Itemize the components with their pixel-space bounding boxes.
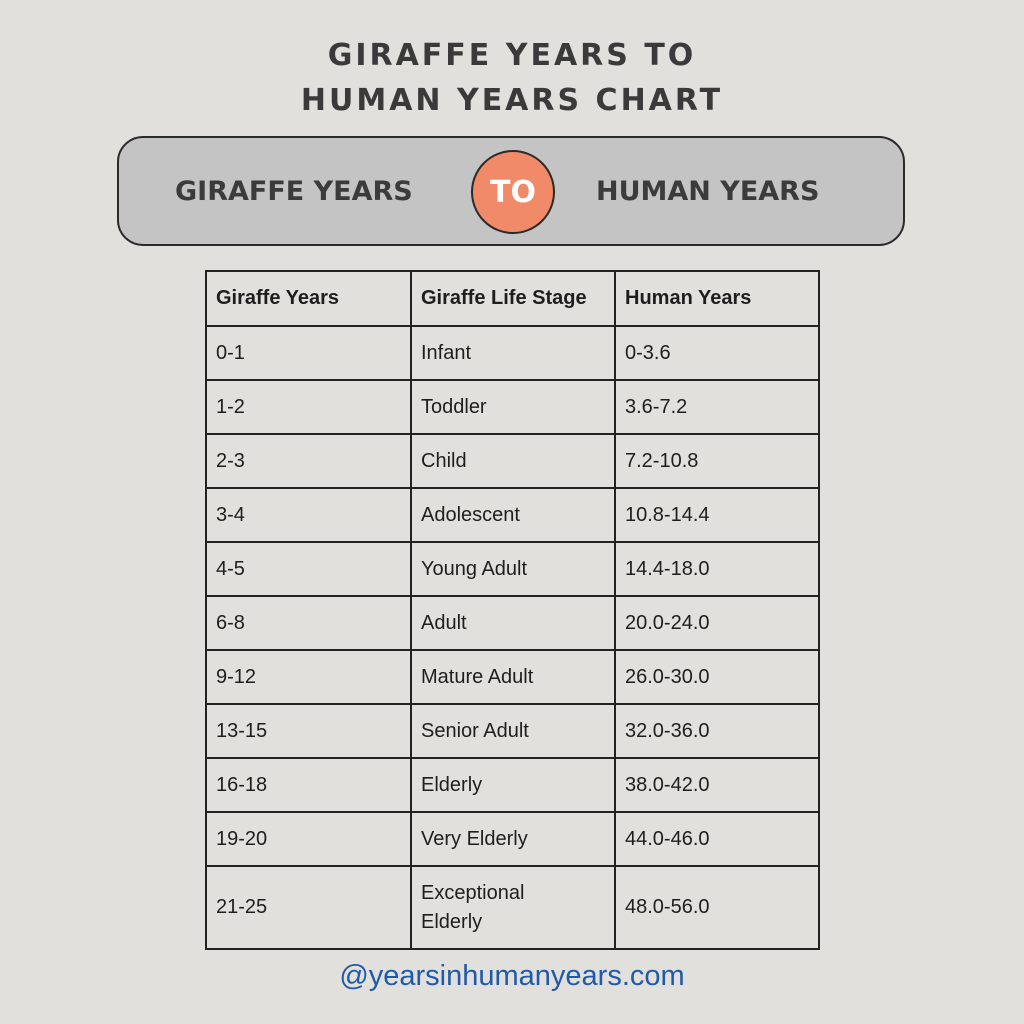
conversion-table: Giraffe Years Giraffe Life Stage Human Y… (205, 270, 820, 950)
table-row: 2-3 Child 7.2-10.8 (205, 433, 820, 489)
cell-giraffe-years: 21-25 (205, 865, 412, 950)
table-row: 4-5 Young Adult 14.4-18.0 (205, 541, 820, 597)
to-circle-badge: TO (471, 150, 555, 234)
cell-life-stage: Exceptional Elderly (410, 865, 616, 950)
cell-human-years: 32.0-36.0 (614, 703, 820, 759)
cell-human-years: 44.0-46.0 (614, 811, 820, 867)
header-life-stage: Giraffe Life Stage (410, 270, 616, 327)
cell-human-years: 48.0-56.0 (614, 865, 820, 950)
cell-human-years: 0-3.6 (614, 325, 820, 381)
cell-giraffe-years: 4-5 (205, 541, 412, 597)
cell-life-stage: Infant (410, 325, 616, 381)
cell-giraffe-years: 6-8 (205, 595, 412, 651)
cell-human-years: 7.2-10.8 (614, 433, 820, 489)
cell-giraffe-years: 0-1 (205, 325, 412, 381)
table-row: 1-2 Toddler 3.6-7.2 (205, 379, 820, 435)
table-row: 3-4 Adolescent 10.8-14.4 (205, 487, 820, 543)
cell-life-stage: Elderly (410, 757, 616, 813)
page-title-line-1: GIRAFFE YEARS TO (327, 38, 697, 73)
table-row: 9-12 Mature Adult 26.0-30.0 (205, 649, 820, 705)
cell-life-stage: Adolescent (410, 487, 616, 543)
cell-giraffe-years: 16-18 (205, 757, 412, 813)
cell-life-stage: Senior Adult (410, 703, 616, 759)
banner-left-label: GIRAFFE YEARS (175, 176, 413, 207)
table-row: 16-18 Elderly 38.0-42.0 (205, 757, 820, 813)
table-header-row: Giraffe Years Giraffe Life Stage Human Y… (205, 270, 820, 327)
cell-giraffe-years: 9-12 (205, 649, 412, 705)
cell-giraffe-years: 1-2 (205, 379, 412, 435)
header-giraffe-years: Giraffe Years (205, 270, 412, 327)
cell-life-stage: Very Elderly (410, 811, 616, 867)
cell-giraffe-years: 2-3 (205, 433, 412, 489)
cell-life-stage: Child (410, 433, 616, 489)
conversion-banner: GIRAFFE YEARS TO HUMAN YEARS (117, 136, 905, 246)
table-row: 21-25 Exceptional Elderly 48.0-56.0 (205, 865, 820, 950)
table-row: 19-20 Very Elderly 44.0-46.0 (205, 811, 820, 867)
table-row: 0-1 Infant 0-3.6 (205, 325, 820, 381)
cell-giraffe-years: 13-15 (205, 703, 412, 759)
cell-human-years: 14.4-18.0 (614, 541, 820, 597)
cell-human-years: 26.0-30.0 (614, 649, 820, 705)
cell-life-stage: Mature Adult (410, 649, 616, 705)
cell-life-stage: Adult (410, 595, 616, 651)
cell-giraffe-years: 3-4 (205, 487, 412, 543)
cell-life-stage: Young Adult (410, 541, 616, 597)
header-human-years: Human Years (614, 270, 820, 327)
cell-human-years: 20.0-24.0 (614, 595, 820, 651)
cell-human-years: 38.0-42.0 (614, 757, 820, 813)
cell-life-stage: Toddler (410, 379, 616, 435)
cell-human-years: 10.8-14.4 (614, 487, 820, 543)
table-row: 13-15 Senior Adult 32.0-36.0 (205, 703, 820, 759)
cell-human-years: 3.6-7.2 (614, 379, 820, 435)
website-handle: @yearsinhumanyears.com (339, 960, 685, 992)
page-title-line-2: HUMAN YEARS CHART (300, 83, 724, 118)
table-row: 6-8 Adult 20.0-24.0 (205, 595, 820, 651)
banner-right-label: HUMAN YEARS (596, 176, 820, 207)
cell-giraffe-years: 19-20 (205, 811, 412, 867)
